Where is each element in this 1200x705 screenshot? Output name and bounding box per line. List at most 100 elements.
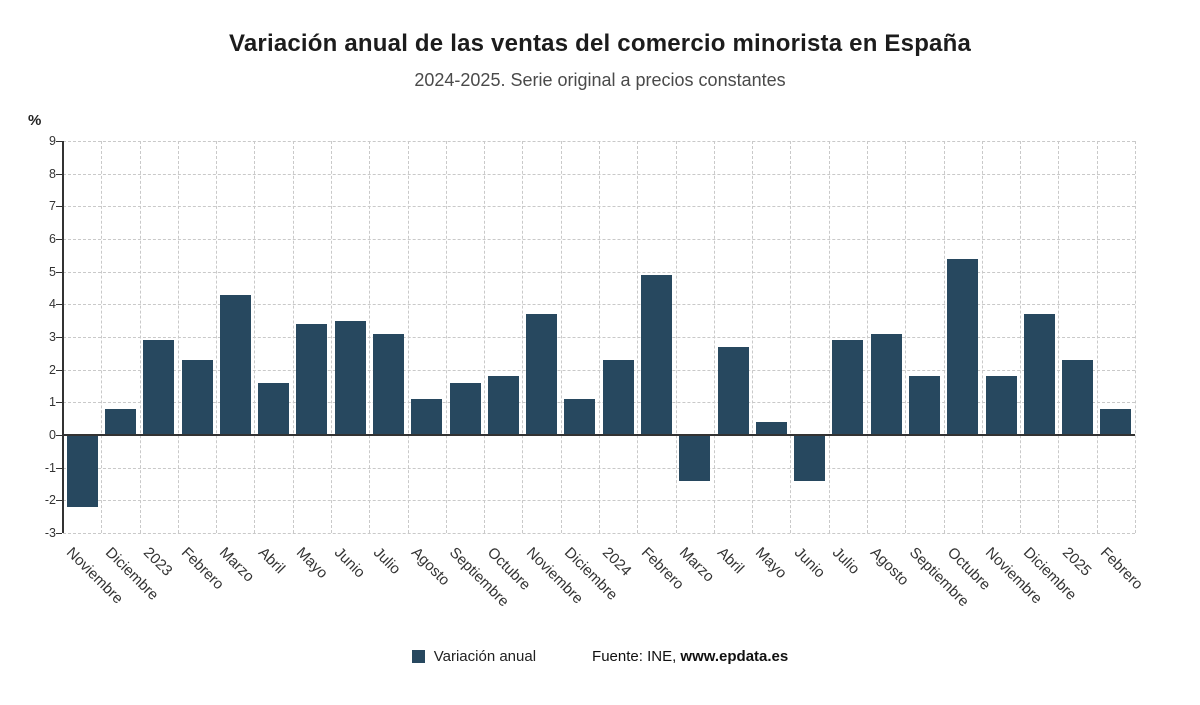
legend-label: Variación anual [433, 648, 537, 665]
v-gridline [752, 141, 754, 533]
bar [104, 408, 136, 435]
x-axis-tick-label: 2024 [599, 544, 635, 580]
x-axis-tick-label: 2025 [1058, 544, 1095, 580]
y-axis-tick-label: 8 [49, 166, 56, 181]
bar [526, 314, 558, 435]
v-gridline [216, 141, 218, 533]
x-axis-tick-label: Agosto [407, 544, 453, 590]
y-axis-tick [56, 467, 62, 469]
y-axis-tick [56, 533, 62, 534]
y-axis-tick [56, 435, 62, 436]
y-axis-tick [56, 304, 62, 306]
bar [717, 346, 749, 435]
y-axis-tick [56, 173, 62, 175]
y-axis-unit-label: % [28, 112, 42, 129]
source-prefix: Fuente: INE, [592, 648, 681, 665]
bar [870, 333, 902, 435]
x-axis-tick-label: Abril [714, 544, 748, 578]
y-axis-tick-label: 7 [49, 199, 56, 214]
x-axis-tick-label: Agosto [867, 544, 913, 590]
source-link[interactable]: www.epdata.es [680, 648, 789, 665]
chart-footer: Variación anual Fuente: INE, www.epdata.… [0, 648, 1200, 665]
legend-item-variacion-anual[interactable]: Variación anual [411, 648, 537, 665]
bar [411, 399, 443, 435]
y-axis-tick-label: 6 [49, 232, 56, 246]
bar [66, 435, 98, 507]
v-gridline [713, 141, 715, 533]
y-axis-tick-label: 5 [49, 264, 56, 279]
bar [908, 376, 940, 435]
x-axis-tick-label: Mayo [752, 544, 791, 582]
v-gridline [981, 141, 983, 533]
x-axis-tick-label: Abril [254, 544, 288, 578]
bar [258, 382, 290, 435]
bar [487, 376, 519, 435]
y-axis-tick-label: 9 [49, 134, 56, 148]
bar [602, 359, 634, 435]
bar [181, 359, 213, 435]
bar [372, 333, 404, 435]
v-gridline [522, 141, 524, 533]
x-axis-tick-label: Junio [790, 544, 829, 582]
y-axis-tick [56, 500, 62, 502]
v-gridline [292, 141, 294, 533]
v-gridline [331, 141, 332, 533]
plot-area [56, 141, 1136, 534]
v-gridline [1135, 141, 1136, 533]
bar [449, 382, 481, 435]
bar [219, 294, 251, 435]
bar [755, 421, 787, 435]
chart-subtitle: 2024-2025. Serie original a precios cons… [414, 70, 786, 90]
zero-line [63, 434, 1135, 436]
v-gridline [943, 141, 945, 533]
v-gridline [369, 141, 371, 533]
v-gridline [177, 141, 179, 533]
x-axis-tick-label: Julio [828, 544, 863, 578]
bar [1062, 359, 1094, 435]
x-axis-tick-label: Julio [369, 544, 404, 578]
v-gridline [484, 141, 486, 533]
y-axis-labels: -3 -2 -1 0 1 2 3 4 5 6 7 8 9 [16, 134, 56, 540]
h-gridline [63, 533, 1135, 534]
v-gridline [867, 141, 868, 533]
v-gridline [560, 141, 562, 533]
v-gridline [675, 141, 677, 533]
y-axis-tick [56, 369, 62, 371]
v-gridline [637, 141, 639, 533]
y-axis-tick [56, 239, 62, 240]
y-axis-tick-label: -1 [44, 460, 56, 475]
bar [143, 340, 175, 435]
y-axis-tick-label: 0 [49, 428, 56, 442]
v-gridline [101, 141, 103, 533]
bar [679, 435, 711, 481]
v-gridline [445, 141, 447, 533]
y-axis-tick-label: 1 [49, 395, 56, 410]
v-gridline [254, 141, 256, 533]
bar [947, 258, 979, 435]
y-axis-tick-label: 3 [49, 330, 56, 344]
y-axis-tick-label: 2 [49, 362, 56, 377]
bar [296, 323, 328, 435]
chart-title: Variación anual de las ventas del comerc… [228, 30, 972, 57]
bar [832, 340, 864, 435]
v-gridline [1020, 141, 1022, 533]
v-gridline [828, 141, 830, 533]
y-axis-tick [56, 141, 62, 142]
x-axis-tick-label: Mayo [292, 544, 331, 582]
v-gridline [905, 141, 907, 533]
source-text: Fuente: INE, www.epdata.es [592, 648, 788, 665]
bar [794, 435, 826, 481]
y-axis-tick [56, 337, 62, 338]
y-axis-tick [56, 271, 62, 273]
x-axis-labels: Noviembre Diciembre 2023 Febrero Marzo Abril M… [63, 537, 1200, 659]
v-gridline [1058, 141, 1060, 533]
y-axis-tick [56, 206, 62, 208]
x-axis-tick-label: Junio [331, 544, 369, 582]
y-axis-line [62, 141, 64, 533]
y-axis-tick-label: 4 [49, 297, 56, 312]
v-gridline [139, 141, 141, 533]
y-axis-tick [56, 402, 62, 404]
legend-swatch [411, 650, 425, 663]
x-axis-tick-label: Febrero [1096, 544, 1147, 594]
v-gridline [407, 141, 409, 533]
